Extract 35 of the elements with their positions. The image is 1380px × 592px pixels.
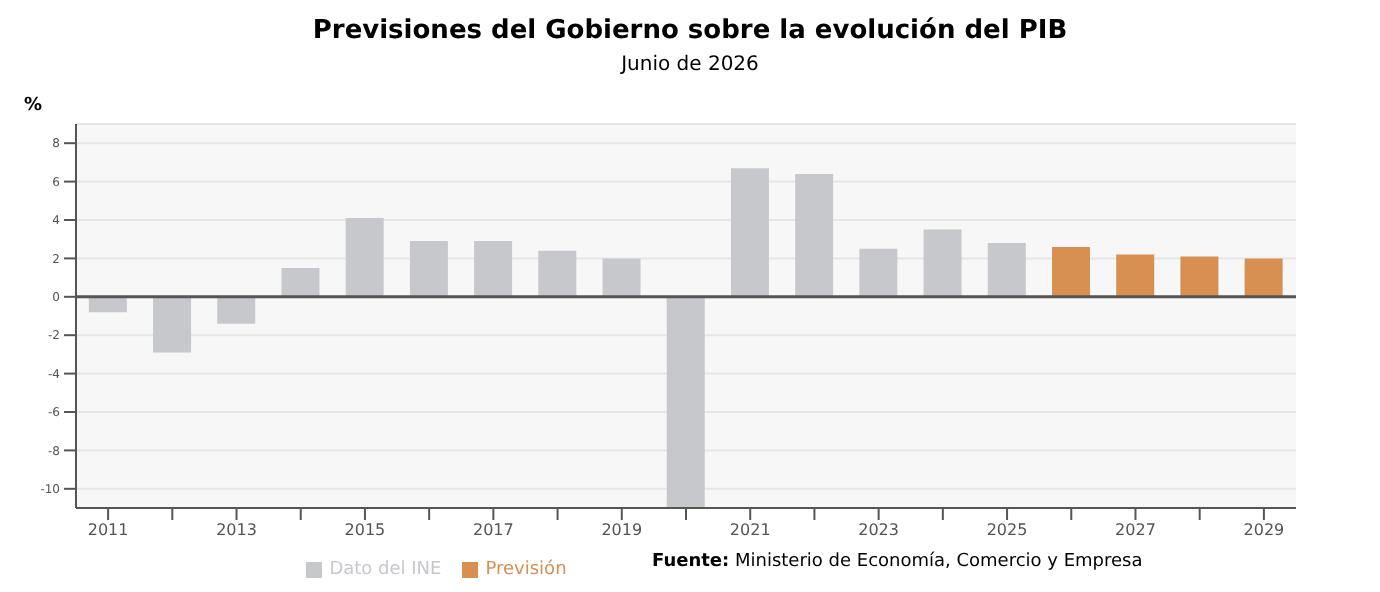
- bar: [987, 243, 1026, 297]
- bar: [345, 218, 384, 297]
- x-tick-label: 2021: [729, 521, 771, 540]
- x-tick-label: 2011: [87, 521, 129, 540]
- bar: [795, 173, 834, 297]
- x-tick-label: 2027: [1115, 521, 1156, 540]
- x-tick-label: 2023: [858, 521, 899, 540]
- bar: [88, 296, 127, 313]
- bar: [1180, 256, 1219, 297]
- bar: [474, 241, 513, 297]
- bar: [1116, 254, 1155, 297]
- bar: [281, 268, 320, 297]
- bar: [217, 296, 256, 324]
- legend-label: Previsión: [485, 560, 567, 580]
- bar: [602, 258, 641, 297]
- bar: [153, 296, 192, 353]
- y-axis-title: %: [24, 96, 43, 116]
- chart-subtitle: Junio de 2026: [618, 54, 761, 76]
- x-tick-label: 2017: [473, 521, 514, 540]
- legend-label: Dato del INE: [329, 560, 442, 580]
- bar: [538, 250, 577, 297]
- bar: [1244, 258, 1283, 297]
- bar: [666, 296, 705, 508]
- source-note: Fuente: Ministerio de Economía, Comercio y Empresa: [652, 552, 1143, 572]
- bar: [859, 248, 898, 297]
- x-tick-label: 2019: [601, 521, 643, 540]
- chart-title: Previsiones del Gobierno sobre la evolución del PIB: [310, 16, 1070, 46]
- bar: [409, 241, 448, 297]
- x-tick-label: 2029: [1243, 521, 1285, 540]
- x-tick-label: 2013: [216, 521, 257, 540]
- bar: [1052, 246, 1090, 297]
- x-tick-label: 2015: [344, 521, 386, 540]
- bar: [730, 168, 769, 297]
- x-tick-label: 2025: [986, 521, 1028, 540]
- bar: [923, 229, 962, 297]
